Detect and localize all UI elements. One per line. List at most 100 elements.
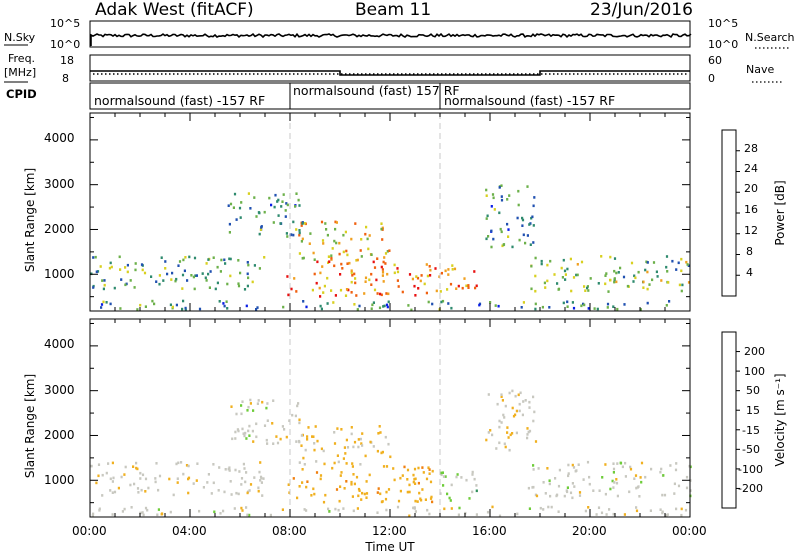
velocity-cell: [176, 481, 179, 484]
power-cell: [240, 201, 243, 204]
power-cell: [286, 203, 289, 207]
power-cell: [580, 260, 584, 264]
velocity-cell: [624, 461, 627, 465]
power-cell: [333, 264, 336, 268]
power-cell: [386, 305, 389, 309]
velocity-cell: [320, 447, 323, 451]
velocity-cell: [526, 427, 529, 430]
velocity-cell: [279, 437, 282, 441]
power-cell: [232, 206, 235, 209]
power-cell: [587, 289, 590, 292]
power-cell: [447, 302, 450, 305]
velocity-cell: [357, 438, 360, 441]
power-cell: [553, 273, 556, 276]
power-cell: [193, 287, 196, 291]
velocity-ytick-2000: 2000: [44, 428, 75, 442]
velocity-cell: [207, 473, 210, 476]
xtick-1200: 12:00: [372, 524, 407, 538]
power-cell: [99, 265, 102, 268]
velocity-cell: [182, 472, 185, 476]
velocity-cell: [351, 495, 354, 498]
power-cell: [170, 278, 173, 281]
nsky-tick-top: 10^5: [50, 17, 80, 30]
velocity-cell: [675, 507, 678, 511]
velocity-cell: [129, 483, 132, 487]
power-cell: [604, 274, 607, 277]
velocity-cell: [240, 483, 243, 486]
velocity-cell: [158, 474, 162, 478]
velocity-cell: [323, 462, 326, 466]
power-cell: [557, 288, 560, 291]
power-cell: [302, 300, 305, 303]
velocity-cell: [557, 510, 560, 513]
power-cell: [562, 258, 565, 262]
date-title: 23/Jun/2016: [590, 0, 693, 20]
power-cell: [96, 270, 100, 273]
velocity-cell: [310, 494, 313, 497]
power-cell: [268, 196, 271, 200]
power-cell: [233, 192, 237, 196]
power-cell: [103, 283, 106, 287]
velocity-cell: [431, 500, 434, 504]
power-cell: [415, 275, 418, 278]
power-cell: [656, 275, 659, 278]
power-cell: [370, 272, 373, 276]
power-cell: [534, 302, 537, 306]
velocity-cell: [556, 493, 559, 497]
power-cell: [195, 274, 198, 277]
velocity-cell: [92, 512, 95, 516]
power-cell: [238, 206, 242, 210]
velocity-cell: [571, 463, 574, 467]
power-cell: [486, 214, 489, 218]
velocity-cell: [265, 406, 268, 410]
velocity-cell: [298, 440, 301, 444]
velocity-cell: [130, 506, 133, 509]
nsearch-tick-top: 10^5: [708, 17, 738, 30]
velocity-cell: [458, 506, 461, 510]
velocity-cell: [361, 444, 364, 447]
power-cell: [319, 295, 322, 298]
power-cell: [295, 228, 298, 231]
power-cell: [563, 269, 567, 273]
beam-title: Beam 11: [355, 0, 431, 20]
velocity-cell: [298, 421, 301, 425]
velocity-cell: [217, 489, 220, 492]
power-cell: [544, 286, 547, 289]
power-cell: [383, 256, 386, 259]
power-cell: [385, 292, 388, 295]
velocity-cell: [296, 496, 299, 500]
velocity-cell: [456, 473, 459, 476]
velocity-cell: [534, 440, 538, 443]
power-cell: [229, 274, 232, 278]
freq-unit: [MHz]: [4, 66, 36, 79]
power-cell: [560, 266, 563, 270]
power-cell: [587, 307, 590, 310]
velocity-cell: [260, 481, 263, 484]
velocity-cell: [519, 391, 522, 395]
power-cell: [677, 261, 680, 265]
power-cell: [319, 304, 322, 308]
velocity-cell: [238, 470, 241, 473]
power-cell: [493, 208, 496, 211]
velocity-cell: [342, 457, 345, 460]
power-cell: [580, 304, 583, 308]
velocity-cell: [397, 499, 401, 503]
power-cell: [339, 273, 342, 276]
power-cell: [541, 305, 544, 309]
power-cell: [354, 277, 357, 280]
power-cell: [508, 194, 511, 197]
velocity-cell: [587, 506, 590, 509]
velocity-cell: [532, 395, 535, 399]
power-cell: [370, 307, 373, 310]
velocity-cell: [356, 507, 359, 510]
velocity-cell: [360, 498, 363, 501]
velocity-cell: [259, 479, 262, 482]
velocity-cell: [542, 481, 545, 484]
velocity-cell: [567, 463, 570, 467]
power-cell: [569, 257, 572, 261]
power-cell: [438, 275, 441, 278]
power-cell: [575, 273, 578, 277]
power-cell: [497, 304, 500, 308]
velocity-cell: [546, 467, 549, 470]
